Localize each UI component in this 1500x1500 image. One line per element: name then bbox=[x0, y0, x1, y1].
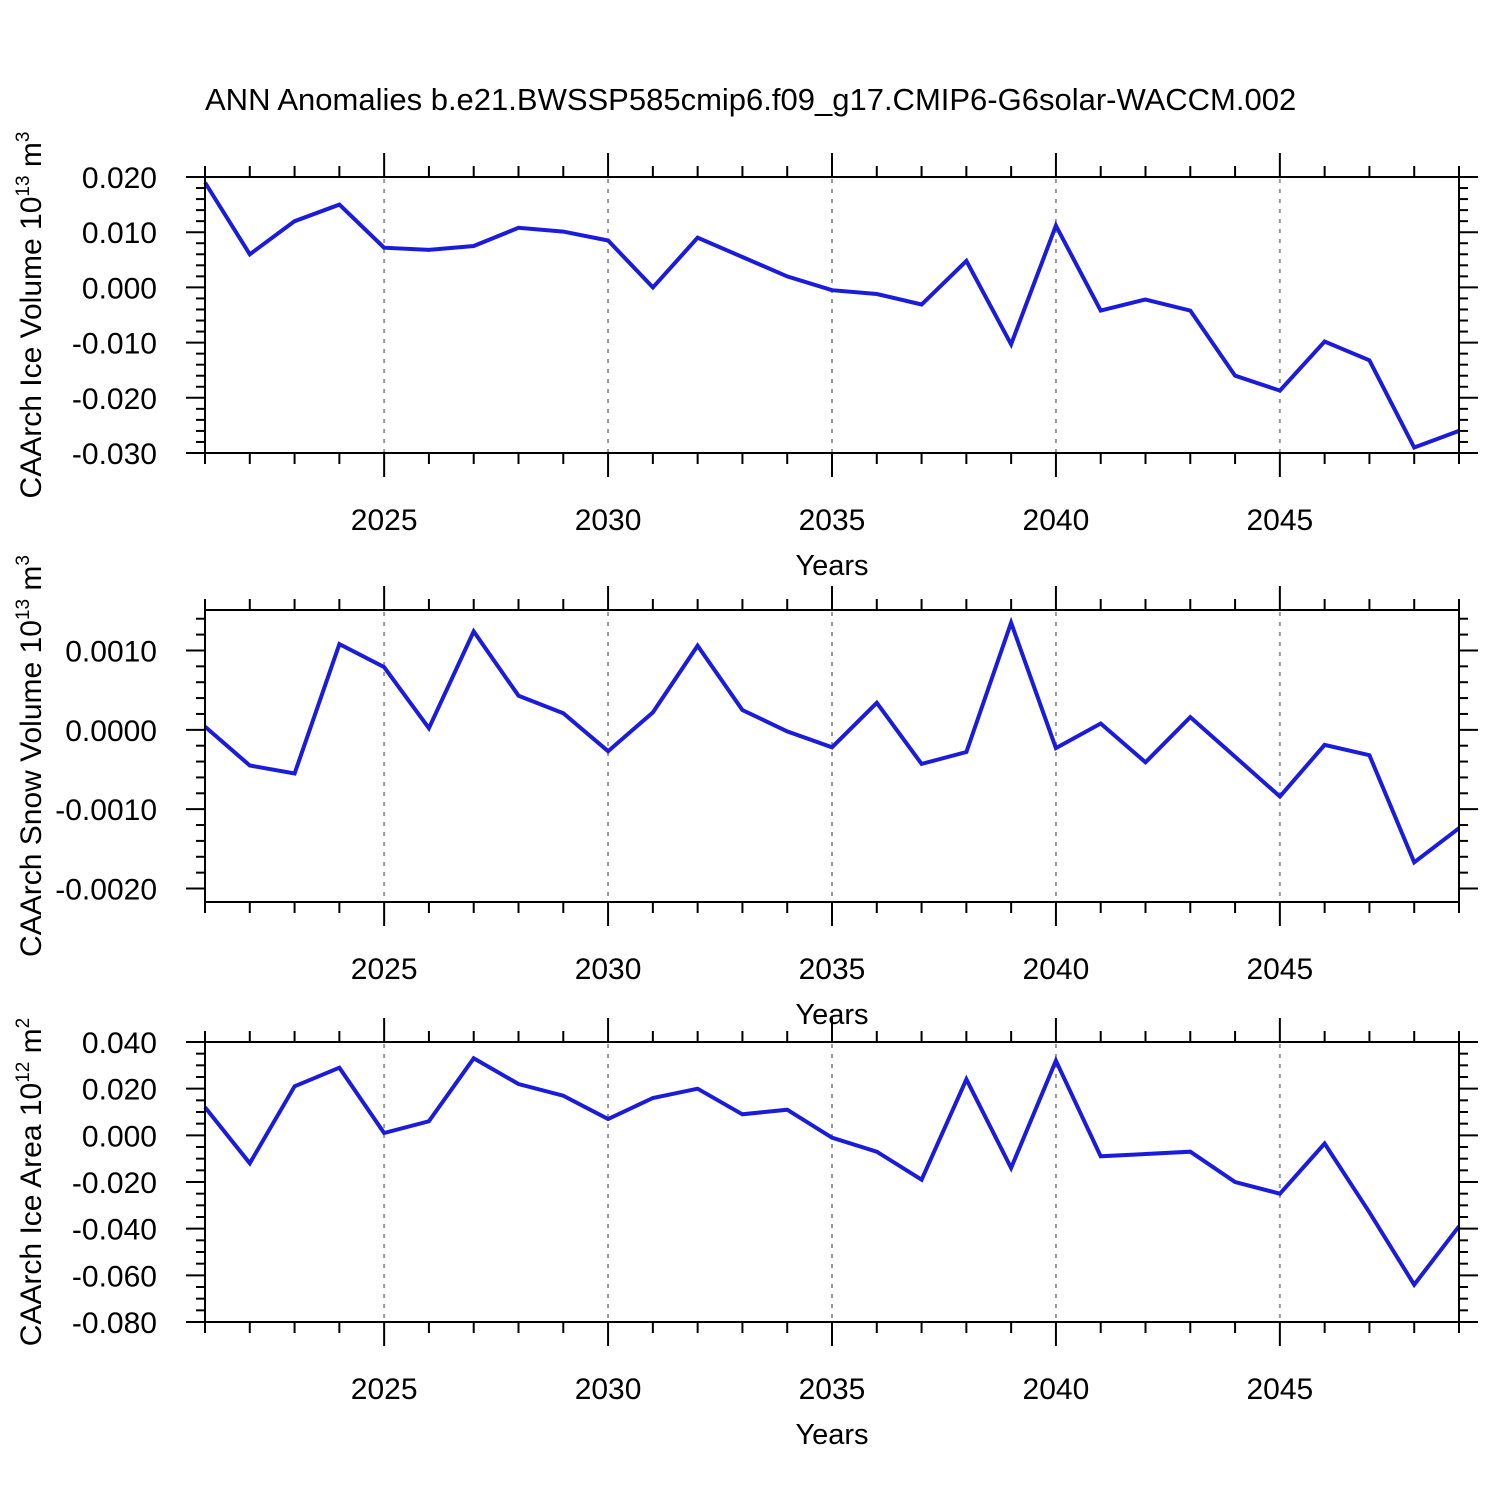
y-tick-label: -0.020 bbox=[72, 1167, 157, 1200]
y-tick-label: 0.0010 bbox=[65, 635, 157, 668]
x-tick-label: 2035 bbox=[799, 504, 866, 537]
panel-snow-volume-anomaly: 0.0010 0.0000 -0.0010 -0.0020 2025 2030 2035 20… bbox=[13, 555, 1478, 1031]
panel-ice-volume-anomaly: 0.020 0.010 0.000 -0.010 -0.020 -0.030 2025 203… bbox=[13, 132, 1478, 582]
y-tick-label: 0.010 bbox=[82, 217, 157, 250]
y-tick-label: -0.0020 bbox=[55, 874, 157, 907]
y-tick-label: 0.000 bbox=[82, 1120, 157, 1153]
x-tick-label: 2040 bbox=[1023, 953, 1090, 986]
y-tick-label: 0.040 bbox=[82, 1027, 157, 1060]
ice-volume-line bbox=[203, 181, 1460, 450]
y-axis-label: CAArch Ice Area 1012 m2 bbox=[13, 1018, 48, 1347]
y-axis-label: CAArch Ice Volume 1013 m3 bbox=[13, 132, 48, 499]
x-tick-label: 2035 bbox=[799, 953, 866, 986]
y-tick-label: -0.080 bbox=[72, 1307, 157, 1340]
x-tick-label: 2030 bbox=[575, 953, 642, 986]
figure-title: ANN Anomalies b.e21.BWSSP585cmip6.f09_g1… bbox=[205, 82, 1296, 117]
y-tick-label: 0.0000 bbox=[65, 715, 157, 748]
x-tick-label: 2030 bbox=[575, 1373, 642, 1406]
x-tick-label: 2025 bbox=[351, 504, 418, 537]
panel-ice-area-anomaly: 0.040 0.020 0.000 -0.020 -0.040 -0.060 -0.080 2… bbox=[13, 1018, 1478, 1451]
y-tick-label: -0.060 bbox=[72, 1260, 157, 1293]
x-tick-label: 2025 bbox=[351, 953, 418, 986]
y-tick-label: -0.030 bbox=[72, 438, 157, 471]
ice-area-line bbox=[203, 1055, 1461, 1289]
x-tick-label: 2045 bbox=[1246, 1373, 1313, 1406]
y-tick-label: 0.000 bbox=[82, 272, 157, 305]
snow-volume-line bbox=[203, 616, 1461, 866]
x-tick-label: 2040 bbox=[1023, 1373, 1090, 1406]
x-tick-label: 2030 bbox=[575, 504, 642, 537]
y-tick-label: 0.020 bbox=[82, 1074, 157, 1107]
x-tick-label: 2025 bbox=[351, 1373, 418, 1406]
x-tick-label: 2035 bbox=[799, 1373, 866, 1406]
y-axis-label: CAArch Snow Volume 1013 m3 bbox=[13, 555, 48, 957]
y-tick-label: -0.040 bbox=[72, 1214, 157, 1247]
y-tick-label: -0.0010 bbox=[55, 794, 157, 827]
x-tick-label: 2045 bbox=[1246, 504, 1313, 537]
panels-container: 0.020 0.010 0.000 -0.010 -0.020 -0.030 2025 203… bbox=[13, 132, 1478, 1451]
x-axis-label: Years bbox=[795, 550, 868, 582]
y-tick-label: -0.020 bbox=[72, 383, 157, 416]
x-tick-label: 2045 bbox=[1246, 953, 1313, 986]
y-tick-label: 0.020 bbox=[82, 162, 157, 195]
y-tick-label: -0.010 bbox=[72, 328, 157, 361]
x-tick-label: 2040 bbox=[1023, 504, 1090, 537]
x-axis-label: Years bbox=[795, 1419, 868, 1451]
